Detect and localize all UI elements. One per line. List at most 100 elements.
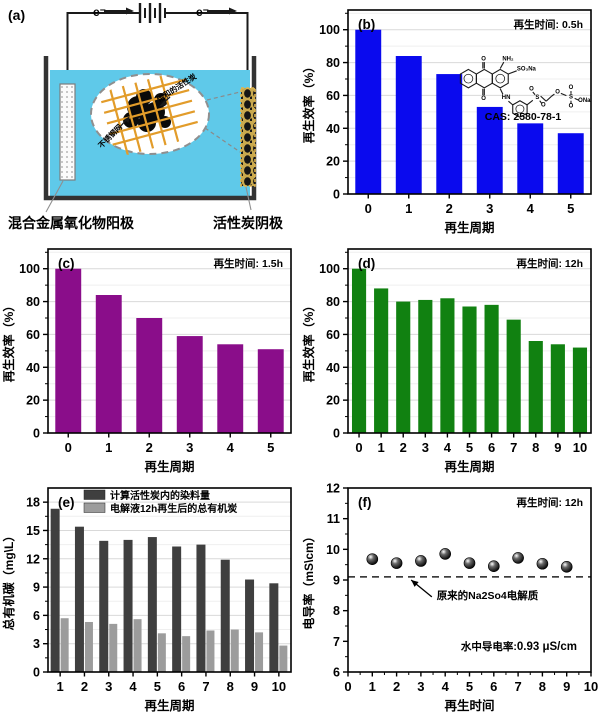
svg-text:(d): (d) [358, 256, 375, 271]
svg-text:2: 2 [81, 679, 88, 694]
electron-arrow-right-icon [207, 7, 237, 15]
svg-text:100: 100 [19, 262, 40, 276]
svg-text:CAS: 2580-78-1: CAS: 2580-78-1 [485, 111, 562, 123]
svg-text:8: 8 [532, 440, 539, 455]
svg-text:1: 1 [378, 440, 385, 455]
svg-text:O: O [529, 87, 534, 93]
svg-text:ONa: ONa [578, 98, 591, 104]
svg-text:9: 9 [563, 679, 570, 694]
panel-a-diagram: (a) e⁻ e⁻ [8, 3, 284, 231]
svg-text:10: 10 [326, 543, 340, 557]
svg-text:3: 3 [33, 637, 40, 651]
svg-text:S: S [569, 94, 573, 100]
svg-text:再生时间: 1.5h: 再生时间: 1.5h [214, 257, 283, 270]
svg-text:电解液12h再生后的总有机炭: 电解液12h再生后的总有机炭 [110, 502, 237, 515]
svg-text:60: 60 [26, 328, 40, 342]
svg-text:3: 3 [417, 679, 424, 694]
svg-text:0: 0 [333, 188, 340, 202]
electron-arrow-left-icon [104, 7, 134, 15]
battery-icon [138, 3, 166, 23]
svg-text:水中导电率:0.93 μS/cm: 水中导电率:0.93 μS/cm [460, 640, 577, 653]
svg-text:40: 40 [326, 122, 340, 136]
svg-text:1: 1 [57, 679, 64, 694]
anode-electrode [59, 83, 76, 181]
svg-text:O: O [481, 96, 486, 102]
svg-text:(b): (b) [358, 17, 375, 32]
svg-text:4: 4 [444, 440, 452, 455]
panel-c-chart: 0 1 2 3 4 5 0 20 40 60 80 100 再生周期 再生效率（%） (c) 再生时间: 1.… [1, 248, 292, 474]
svg-text:20: 20 [326, 155, 340, 169]
svg-text:40: 40 [26, 361, 40, 375]
svg-text:再生周期: 再生周期 [144, 698, 194, 713]
svg-text:4: 4 [442, 679, 450, 694]
svg-text:O: O [481, 57, 486, 63]
cathode-label: 活性炭阴极 [213, 215, 284, 231]
panel-a-label: (a) [8, 7, 25, 23]
svg-text:6: 6 [33, 609, 40, 623]
svg-text:0: 0 [65, 440, 72, 455]
svg-text:再生周期: 再生周期 [444, 220, 494, 235]
svg-text:11: 11 [327, 512, 340, 526]
svg-text:5: 5 [154, 679, 161, 694]
svg-text:10: 10 [272, 679, 286, 694]
svg-text:S: S [535, 95, 539, 101]
svg-text:再生时间: 12h: 再生时间: 12h [516, 496, 583, 509]
steel-mesh-icon [101, 75, 198, 156]
svg-text:40: 40 [326, 361, 340, 375]
svg-text:0: 0 [33, 666, 40, 680]
electron-label-right: e⁻ [196, 5, 209, 19]
svg-text:5: 5 [267, 440, 274, 455]
svg-text:O: O [555, 89, 560, 95]
svg-text:7: 7 [514, 679, 521, 694]
svg-text:0: 0 [355, 440, 362, 455]
svg-text:再生周期: 再生周期 [444, 459, 494, 474]
svg-text:再生效率（%）: 再生效率（%） [301, 61, 316, 144]
saturated-carbon-arrow-icon [159, 96, 171, 107]
svg-text:再生效率（%）: 再生效率（%） [1, 300, 16, 383]
svg-text:3: 3 [186, 440, 193, 455]
callout-lines [204, 91, 241, 153]
panel-b-chart: 0 1 2 3 4 5 0 20 40 60 80 100 再生周期 再生效率（%） (b) 再生时间: 0.… [301, 9, 592, 235]
svg-text:7: 7 [202, 679, 209, 694]
svg-text:9: 9 [554, 440, 561, 455]
electrode-leader-lines [45, 180, 252, 213]
svg-text:18: 18 [26, 496, 40, 510]
svg-text:4: 4 [129, 679, 137, 694]
svg-text:60: 60 [326, 328, 340, 342]
svg-text:NH₂: NH₂ [502, 57, 514, 63]
svg-text:电导率（mS\cm）: 电导率（mS\cm） [301, 530, 316, 629]
svg-text:(f): (f) [358, 495, 372, 510]
svg-text:0: 0 [365, 201, 372, 216]
svg-text:2: 2 [400, 440, 407, 455]
svg-text:4: 4 [227, 440, 235, 455]
anode-label: 混合金属氧化物阳极 [8, 215, 135, 231]
steel-mesh-arrow-icon [118, 116, 130, 129]
svg-text:O: O [541, 103, 546, 109]
svg-text:再生效率（%）: 再生效率（%） [301, 300, 316, 383]
svg-text:3: 3 [486, 201, 493, 216]
svg-text:HN: HN [502, 95, 511, 101]
svg-text:计算活性炭内的染料量: 计算活性炭内的染料量 [110, 489, 210, 502]
electron-label-left: e⁻ [93, 5, 106, 19]
svg-text:8: 8 [227, 679, 234, 694]
svg-text:5: 5 [466, 679, 473, 694]
svg-text:O: O [569, 104, 574, 110]
svg-text:10: 10 [584, 679, 598, 694]
svg-text:7: 7 [333, 635, 340, 649]
svg-text:3: 3 [422, 440, 429, 455]
svg-text:100: 100 [319, 262, 340, 276]
svg-text:2: 2 [146, 440, 153, 455]
circuit-wire [66, 12, 249, 88]
svg-text:(c): (c) [58, 256, 75, 271]
svg-text:20: 20 [26, 394, 40, 408]
svg-text:再生时间: 12h: 再生时间: 12h [516, 257, 583, 270]
svg-text:10: 10 [573, 440, 587, 455]
svg-text:100: 100 [319, 23, 340, 37]
svg-text:6: 6 [333, 666, 340, 680]
svg-text:6: 6 [178, 679, 185, 694]
svg-text:12: 12 [26, 552, 40, 566]
svg-text:总有机碳（mg\L）: 总有机碳（mg\L） [1, 530, 16, 631]
